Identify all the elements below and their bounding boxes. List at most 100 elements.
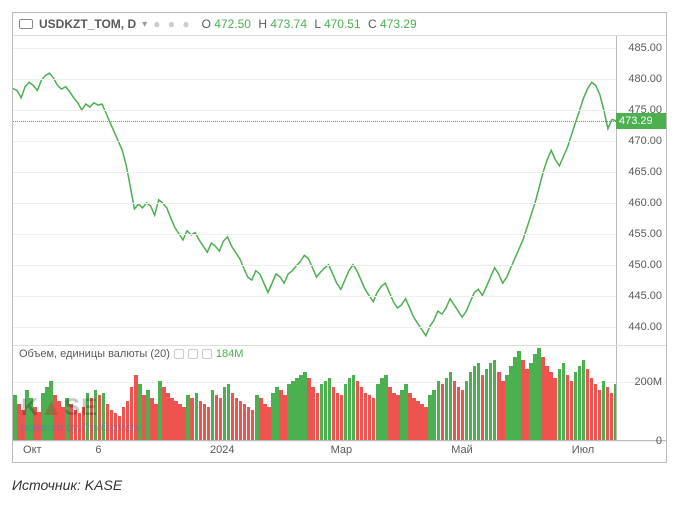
volume-bar [311, 387, 315, 440]
volume-bar [215, 395, 219, 440]
x-tick: Май [451, 444, 473, 456]
volume-bar [493, 360, 497, 440]
volume-bar [49, 381, 53, 440]
volume-bar [199, 401, 203, 440]
volume-bars [13, 346, 666, 440]
volume-bar [307, 378, 311, 440]
volume-bar [449, 372, 453, 440]
volume-bar [138, 384, 142, 440]
price-y-axis[interactable]: 440.00445.00450.00455.00460.00465.00470.… [616, 36, 666, 345]
volume-bar [267, 407, 271, 440]
volume-bar [126, 401, 130, 440]
header-dots-icon[interactable]: ● ● ● [153, 17, 191, 31]
volume-bar [388, 387, 392, 440]
volume-bar [477, 363, 481, 440]
symbol-icon[interactable] [19, 19, 33, 29]
volume-bar [485, 369, 489, 440]
volume-bar [553, 378, 557, 440]
x-tick: 6 [95, 444, 101, 456]
volume-bar [352, 375, 356, 440]
volume-bar [227, 384, 231, 440]
volume-bar [231, 393, 235, 441]
volume-bar [376, 384, 380, 440]
volume-bar [106, 404, 110, 440]
volume-bar [98, 395, 102, 440]
volume-bar [102, 393, 106, 441]
price-ytick: 465.00 [628, 166, 662, 178]
volume-ytick: 0 [656, 435, 662, 447]
volume-bar [380, 378, 384, 440]
price-ytick: 460.00 [628, 197, 662, 209]
volume-bar [416, 401, 420, 440]
volume-bar [283, 395, 287, 440]
volume-bar [186, 395, 190, 440]
volume-bar [316, 393, 320, 441]
volume-bar [178, 404, 182, 440]
volume-bar [158, 381, 162, 440]
volume-bar [162, 387, 166, 440]
price-ytick: 440.00 [628, 321, 662, 333]
chart-header: USDKZT_TOM, D ▾ ● ● ● O 472.50 H 473.74 … [13, 13, 666, 35]
volume-bar [114, 413, 118, 440]
volume-bar [287, 384, 291, 440]
volume-bar [529, 363, 533, 440]
volume-bar [166, 393, 170, 441]
volume-bar [457, 387, 461, 440]
volume-bar [586, 369, 590, 440]
volume-bar [94, 390, 98, 440]
volume-bar [400, 390, 404, 440]
volume-bar [505, 375, 509, 440]
volume-bar [61, 407, 65, 440]
chevron-down-icon[interactable]: ▾ [142, 19, 147, 30]
volume-bar [610, 393, 614, 441]
volume-bar [25, 390, 29, 440]
price-panel[interactable]: 440.00445.00450.00455.00460.00465.00470.… [13, 35, 666, 345]
price-ytick: 485.00 [628, 42, 662, 54]
volume-bar [291, 381, 295, 440]
volume-bar [110, 410, 114, 440]
volume-bar [441, 384, 445, 440]
volume-bar [299, 375, 303, 440]
volume-bar [207, 407, 211, 440]
price-ytick: 455.00 [628, 228, 662, 240]
volume-bar [594, 384, 598, 440]
volume-title: Объем, единицы валюты (20) [19, 348, 170, 360]
volume-bar [182, 407, 186, 440]
volume-bar [332, 387, 336, 440]
volume-value: 184M [216, 348, 244, 360]
vol-ctl-icon[interactable] [174, 349, 184, 359]
price-line-chart [13, 36, 616, 345]
last-price-label: 473.29 [616, 113, 666, 129]
volume-bar [275, 387, 279, 440]
volume-bar [170, 398, 174, 440]
volume-bar [235, 398, 239, 440]
volume-bar [372, 398, 376, 440]
vol-ctl-icon[interactable] [202, 349, 212, 359]
volume-bar [570, 381, 574, 440]
volume-bar [243, 404, 247, 440]
volume-bar [461, 390, 465, 440]
vol-ctl-icon[interactable] [188, 349, 198, 359]
source-caption: Источник: KASE [12, 477, 667, 493]
x-axis[interactable]: Окт62024МарМайИюл [13, 440, 666, 462]
volume-y-axis[interactable]: 0200M [616, 346, 666, 440]
volume-bar [195, 393, 199, 441]
volume-bar [303, 372, 307, 440]
volume-bar [146, 390, 150, 440]
volume-bar [247, 407, 251, 440]
volume-header: Объем, единицы валюты (20) 184M [19, 348, 243, 360]
x-tick: 2024 [210, 444, 234, 456]
symbol-name[interactable]: USDKZT_TOM, D [39, 17, 136, 31]
volume-bar [118, 416, 122, 440]
price-ytick: 470.00 [628, 135, 662, 147]
volume-bar [574, 372, 578, 440]
volume-bar [364, 393, 368, 441]
volume-bar [545, 366, 549, 440]
volume-bar [29, 398, 33, 440]
volume-bar [239, 401, 243, 440]
volume-bar [33, 407, 37, 440]
volume-panel[interactable]: Объем, единицы валюты (20) 184M K▲SE pow… [13, 345, 666, 440]
volume-bar [279, 390, 283, 440]
volume-bar [154, 404, 158, 440]
volume-bar [340, 395, 344, 440]
